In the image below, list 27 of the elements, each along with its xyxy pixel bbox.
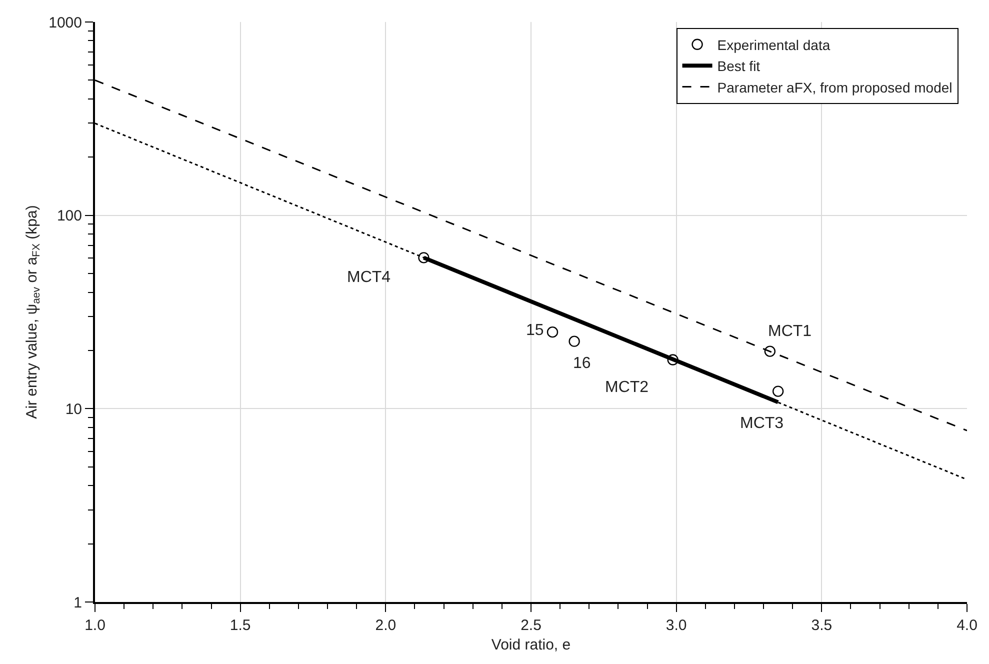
point <box>546 326 558 338</box>
y-tick-label: 1 <box>74 594 82 612</box>
annotation: 16 <box>573 355 591 372</box>
x-tick-label: 2.5 <box>520 617 542 634</box>
x-tick-label: 3.0 <box>666 617 687 634</box>
x-tick-label: 1.5 <box>230 617 251 634</box>
annotation: MCT3 <box>740 415 784 432</box>
y-tick-label: 1000 <box>48 14 82 32</box>
x-tick-label: 1.0 <box>84 617 106 634</box>
point <box>568 336 580 347</box>
legend-label: Best fit <box>717 58 760 74</box>
y-tick-label: 100 <box>56 208 82 225</box>
point <box>772 386 784 397</box>
x-axis-title: Void ratio, e <box>491 636 571 654</box>
x-tick-label: 3.5 <box>811 617 832 634</box>
annotation: MCT4 <box>347 269 391 286</box>
point <box>667 354 678 366</box>
legend-label: Experimental data <box>717 36 830 53</box>
point <box>764 346 776 357</box>
x-tick-label: 4.0 <box>956 617 978 634</box>
y-tick-label: 10 <box>65 400 82 418</box>
annotation: MCT2 <box>605 379 649 396</box>
annotation: 15 <box>526 322 544 339</box>
legend-label: Parameter aFX, from proposed model <box>717 79 952 96</box>
x-tick-label: 2.0 <box>375 617 396 634</box>
annotation: MCT1 <box>768 323 812 340</box>
point <box>418 252 430 264</box>
